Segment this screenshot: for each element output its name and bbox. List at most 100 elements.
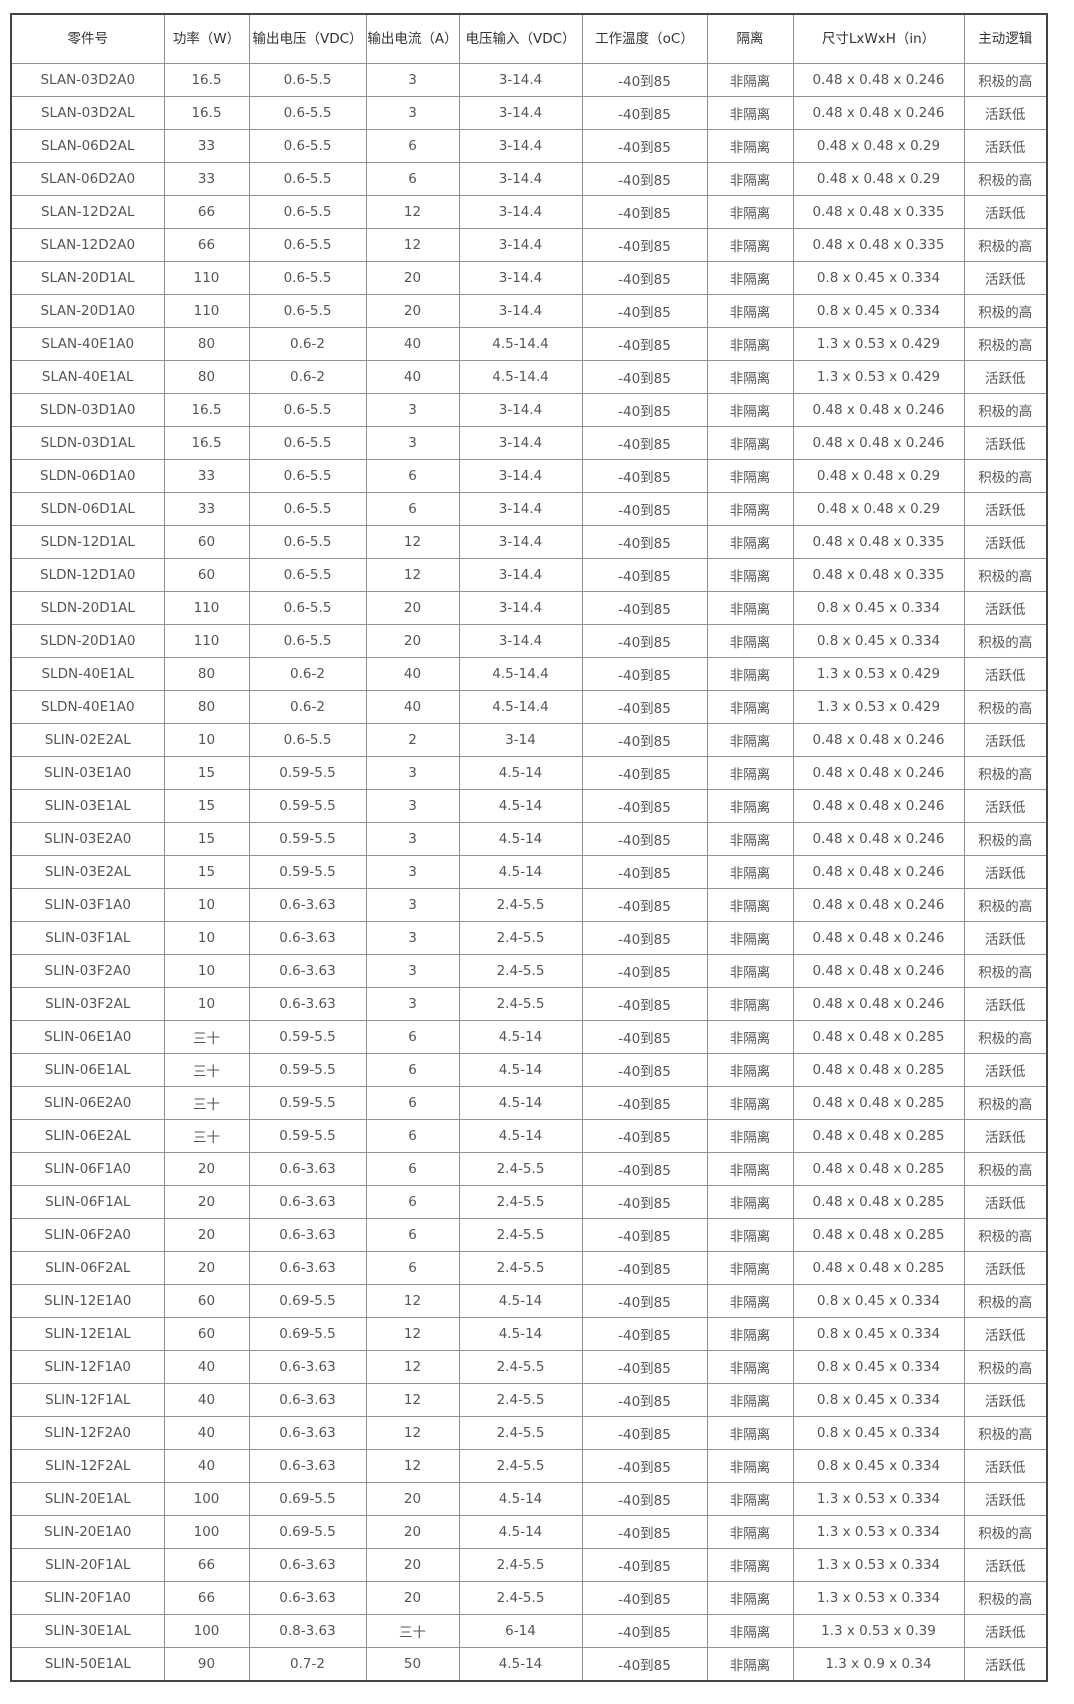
cell-part-number: SLAN-06D2A0 <box>10 162 165 196</box>
cell-isolation: 非隔离 <box>706 1482 794 1516</box>
cell-output-current: 12 <box>365 1416 460 1450</box>
cell-part-number: SLIN-02E2AL <box>10 723 165 757</box>
cell-operating-temperature: -40到85 <box>581 1119 708 1153</box>
table-row: SLAN-06D2A0 33 0.6-5.5 6 3-14.4 -40到85 非隔离 0.48… <box>10 162 1048 196</box>
cell-output-current: 12 <box>365 1350 460 1384</box>
table-body: SLAN-03D2A0 16.5 0.6-5.5 3 3-14.4 -40到85 非隔离 0.… <box>10 63 1048 1682</box>
cell-output-current: 12 <box>365 1317 460 1351</box>
cell-power: 90 <box>163 1647 250 1682</box>
cell-output-current: 20 <box>365 591 460 625</box>
cell-operating-temperature: -40到85 <box>581 855 708 889</box>
cell-part-number: SLDN-03D1A0 <box>10 393 165 427</box>
cell-input-voltage: 2.4-5.5 <box>458 1251 583 1285</box>
cell-isolation: 非隔离 <box>706 954 794 988</box>
cell-active-logic: 积极的高 <box>963 327 1048 361</box>
table-row: SLIN-50E1AL 90 0.7-2 50 4.5-14 -40到85 非隔离 1.3 x… <box>10 1647 1048 1682</box>
table-row: SLIN-20E1A0 100 0.69-5.5 20 4.5-14 -40到85 非隔离 1… <box>10 1515 1048 1549</box>
cell-part-number: SLDN-12D1A0 <box>10 558 165 592</box>
cell-part-number: SLIN-03E2A0 <box>10 822 165 856</box>
table-row: SLAN-40E1AL 80 0.6-2 40 4.5-14.4 -40到85 非隔离 1.3… <box>10 360 1048 394</box>
cell-part-number: SLIN-06F1AL <box>10 1185 165 1219</box>
cell-output-voltage: 0.6-5.5 <box>248 129 367 163</box>
cell-operating-temperature: -40到85 <box>581 657 708 691</box>
cell-operating-temperature: -40到85 <box>581 129 708 163</box>
cell-input-voltage: 3-14.4 <box>458 591 583 625</box>
cell-input-voltage: 2.4-5.5 <box>458 1350 583 1384</box>
cell-power: 66 <box>163 1548 250 1582</box>
cell-operating-temperature: -40到85 <box>581 1020 708 1054</box>
cell-part-number: SLDN-06D1A0 <box>10 459 165 493</box>
cell-dimensions: 0.48 x 0.48 x 0.246 <box>792 987 965 1021</box>
cell-active-logic: 活跃低 <box>963 129 1048 163</box>
cell-power: 20 <box>163 1152 250 1186</box>
cell-power: 80 <box>163 657 250 691</box>
cell-input-voltage: 4.5-14 <box>458 1086 583 1120</box>
cell-operating-temperature: -40到85 <box>581 393 708 427</box>
cell-input-voltage: 3-14.4 <box>458 261 583 295</box>
cell-active-logic: 积极的高 <box>963 954 1048 988</box>
cell-part-number: SLIN-12F1A0 <box>10 1350 165 1384</box>
cell-part-number: SLIN-03F1AL <box>10 921 165 955</box>
cell-isolation: 非隔离 <box>706 162 794 196</box>
cell-part-number: SLIN-03F2A0 <box>10 954 165 988</box>
cell-isolation: 非隔离 <box>706 1383 794 1417</box>
table-row: SLDN-40E1A0 80 0.6-2 40 4.5-14.4 -40到85 非隔离 1.3… <box>10 690 1048 724</box>
cell-input-voltage: 3-14.4 <box>458 492 583 526</box>
header-input-voltage: 电压输入（VDC） <box>458 13 583 64</box>
cell-active-logic: 积极的高 <box>963 162 1048 196</box>
cell-output-current: 3 <box>365 426 460 460</box>
header-operating-temperature: 工作温度（oC） <box>581 13 708 64</box>
cell-output-voltage: 0.59-5.5 <box>248 1119 367 1153</box>
cell-operating-temperature: -40到85 <box>581 888 708 922</box>
cell-operating-temperature: -40到85 <box>581 756 708 790</box>
cell-operating-temperature: -40到85 <box>581 921 708 955</box>
cell-isolation: 非隔离 <box>706 426 794 460</box>
cell-isolation: 非隔离 <box>706 228 794 262</box>
cell-output-current: 2 <box>365 723 460 757</box>
cell-output-voltage: 0.6-3.63 <box>248 987 367 1021</box>
cell-output-voltage: 0.69-5.5 <box>248 1482 367 1516</box>
table-row: SLDN-06D1A0 33 0.6-5.5 6 3-14.4 -40到85 非隔离 0.48… <box>10 459 1048 493</box>
cell-active-logic: 活跃低 <box>963 591 1048 625</box>
cell-active-logic: 活跃低 <box>963 657 1048 691</box>
cell-dimensions: 0.48 x 0.48 x 0.285 <box>792 1119 965 1153</box>
cell-power: 80 <box>163 327 250 361</box>
table-row: SLAN-40E1A0 80 0.6-2 40 4.5-14.4 -40到85 非隔离 1.3… <box>10 327 1048 361</box>
cell-dimensions: 0.48 x 0.48 x 0.335 <box>792 195 965 229</box>
cell-part-number: SLIN-20E1A0 <box>10 1515 165 1549</box>
cell-dimensions: 0.48 x 0.48 x 0.246 <box>792 888 965 922</box>
cell-isolation: 非隔离 <box>706 888 794 922</box>
cell-output-voltage: 0.69-5.5 <box>248 1515 367 1549</box>
cell-power: 16.5 <box>163 63 250 97</box>
cell-isolation: 非隔离 <box>706 1449 794 1483</box>
cell-power: 15 <box>163 756 250 790</box>
cell-output-current: 6 <box>365 1251 460 1285</box>
cell-output-voltage: 0.59-5.5 <box>248 1053 367 1087</box>
cell-isolation: 非隔离 <box>706 1647 794 1682</box>
cell-part-number: SLIN-30E1AL <box>10 1614 165 1648</box>
cell-operating-temperature: -40到85 <box>581 789 708 823</box>
cell-dimensions: 0.48 x 0.48 x 0.246 <box>792 756 965 790</box>
cell-dimensions: 1.3 x 0.53 x 0.334 <box>792 1482 965 1516</box>
cell-output-voltage: 0.6-5.5 <box>248 558 367 592</box>
cell-output-voltage: 0.69-5.5 <box>248 1317 367 1351</box>
table-row: SLIN-03F2AL 10 0.6-3.63 3 2.4-5.5 -40到85 非隔离 0.… <box>10 987 1048 1021</box>
cell-input-voltage: 4.5-14 <box>458 855 583 889</box>
cell-operating-temperature: -40到85 <box>581 195 708 229</box>
cell-power: 66 <box>163 1581 250 1615</box>
cell-input-voltage: 2.4-5.5 <box>458 888 583 922</box>
cell-active-logic: 积极的高 <box>963 1152 1048 1186</box>
table-row: SLIN-12F2AL 40 0.6-3.63 12 2.4-5.5 -40到85 非隔离 0… <box>10 1449 1048 1483</box>
cell-dimensions: 1.3 x 0.9 x 0.34 <box>792 1647 965 1682</box>
cell-output-voltage: 0.69-5.5 <box>248 1284 367 1318</box>
cell-operating-temperature: -40到85 <box>581 1251 708 1285</box>
cell-power: 60 <box>163 525 250 559</box>
cell-part-number: SLDN-40E1AL <box>10 657 165 691</box>
cell-output-voltage: 0.6-5.5 <box>248 195 367 229</box>
cell-active-logic: 活跃低 <box>963 195 1048 229</box>
cell-operating-temperature: -40到85 <box>581 1086 708 1120</box>
table-row: SLAN-06D2AL 33 0.6-5.5 6 3-14.4 -40到85 非隔离 0.48… <box>10 129 1048 163</box>
cell-output-voltage: 0.6-3.63 <box>248 1218 367 1252</box>
cell-output-voltage: 0.6-5.5 <box>248 294 367 328</box>
table-row: SLIN-03F2A0 10 0.6-3.63 3 2.4-5.5 -40到85 非隔离 0.… <box>10 954 1048 988</box>
